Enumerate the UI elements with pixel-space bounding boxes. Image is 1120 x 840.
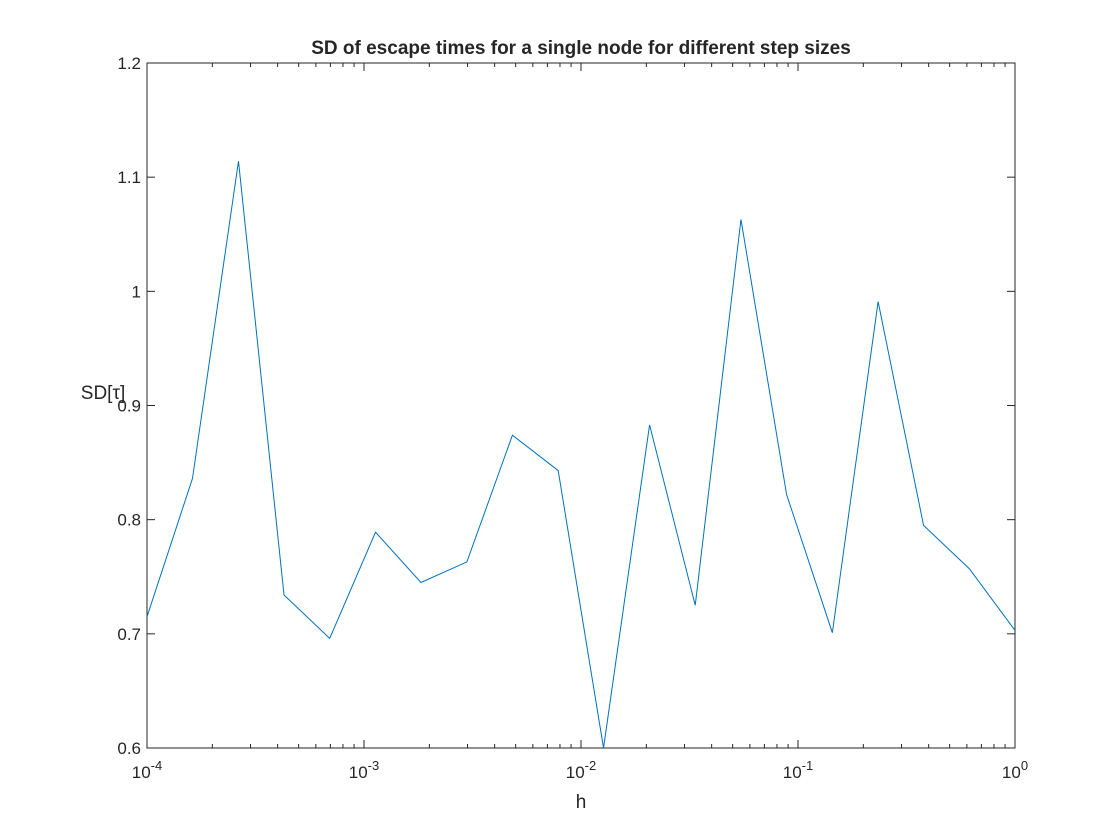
y-tick-label: 0.7 <box>117 625 141 644</box>
y-tick-label: 1.2 <box>117 54 141 73</box>
y-tick-label: 1 <box>132 282 141 301</box>
axis-tick-labels: 0.6 0.7 0.8 0.9 1 1.1 1.2 10-4 10-3 10-2 10-1 100 <box>117 54 1028 782</box>
x-tick-label: 10-1 <box>783 758 813 782</box>
y-tick-label: 0.8 <box>117 511 141 530</box>
y-axis-label: SD[τ] <box>81 383 125 404</box>
data-series <box>146 161 1016 749</box>
chart-title: SD of escape times for a single node for… <box>311 38 851 59</box>
x-axis-label: h <box>576 792 587 813</box>
axis-ticks <box>146 62 1016 749</box>
y-tick-label: 1.1 <box>117 168 141 187</box>
x-tick-label: 10-2 <box>566 758 596 782</box>
x-tick-label: 10-3 <box>349 758 379 782</box>
y-tick-label: 0.9 <box>117 397 141 416</box>
x-tick-label: 100 <box>1002 758 1028 782</box>
y-tick-label: 0.6 <box>117 739 141 758</box>
x-tick-label: 10-4 <box>132 758 162 782</box>
plot-area <box>146 62 1016 749</box>
series-line <box>146 161 1016 749</box>
